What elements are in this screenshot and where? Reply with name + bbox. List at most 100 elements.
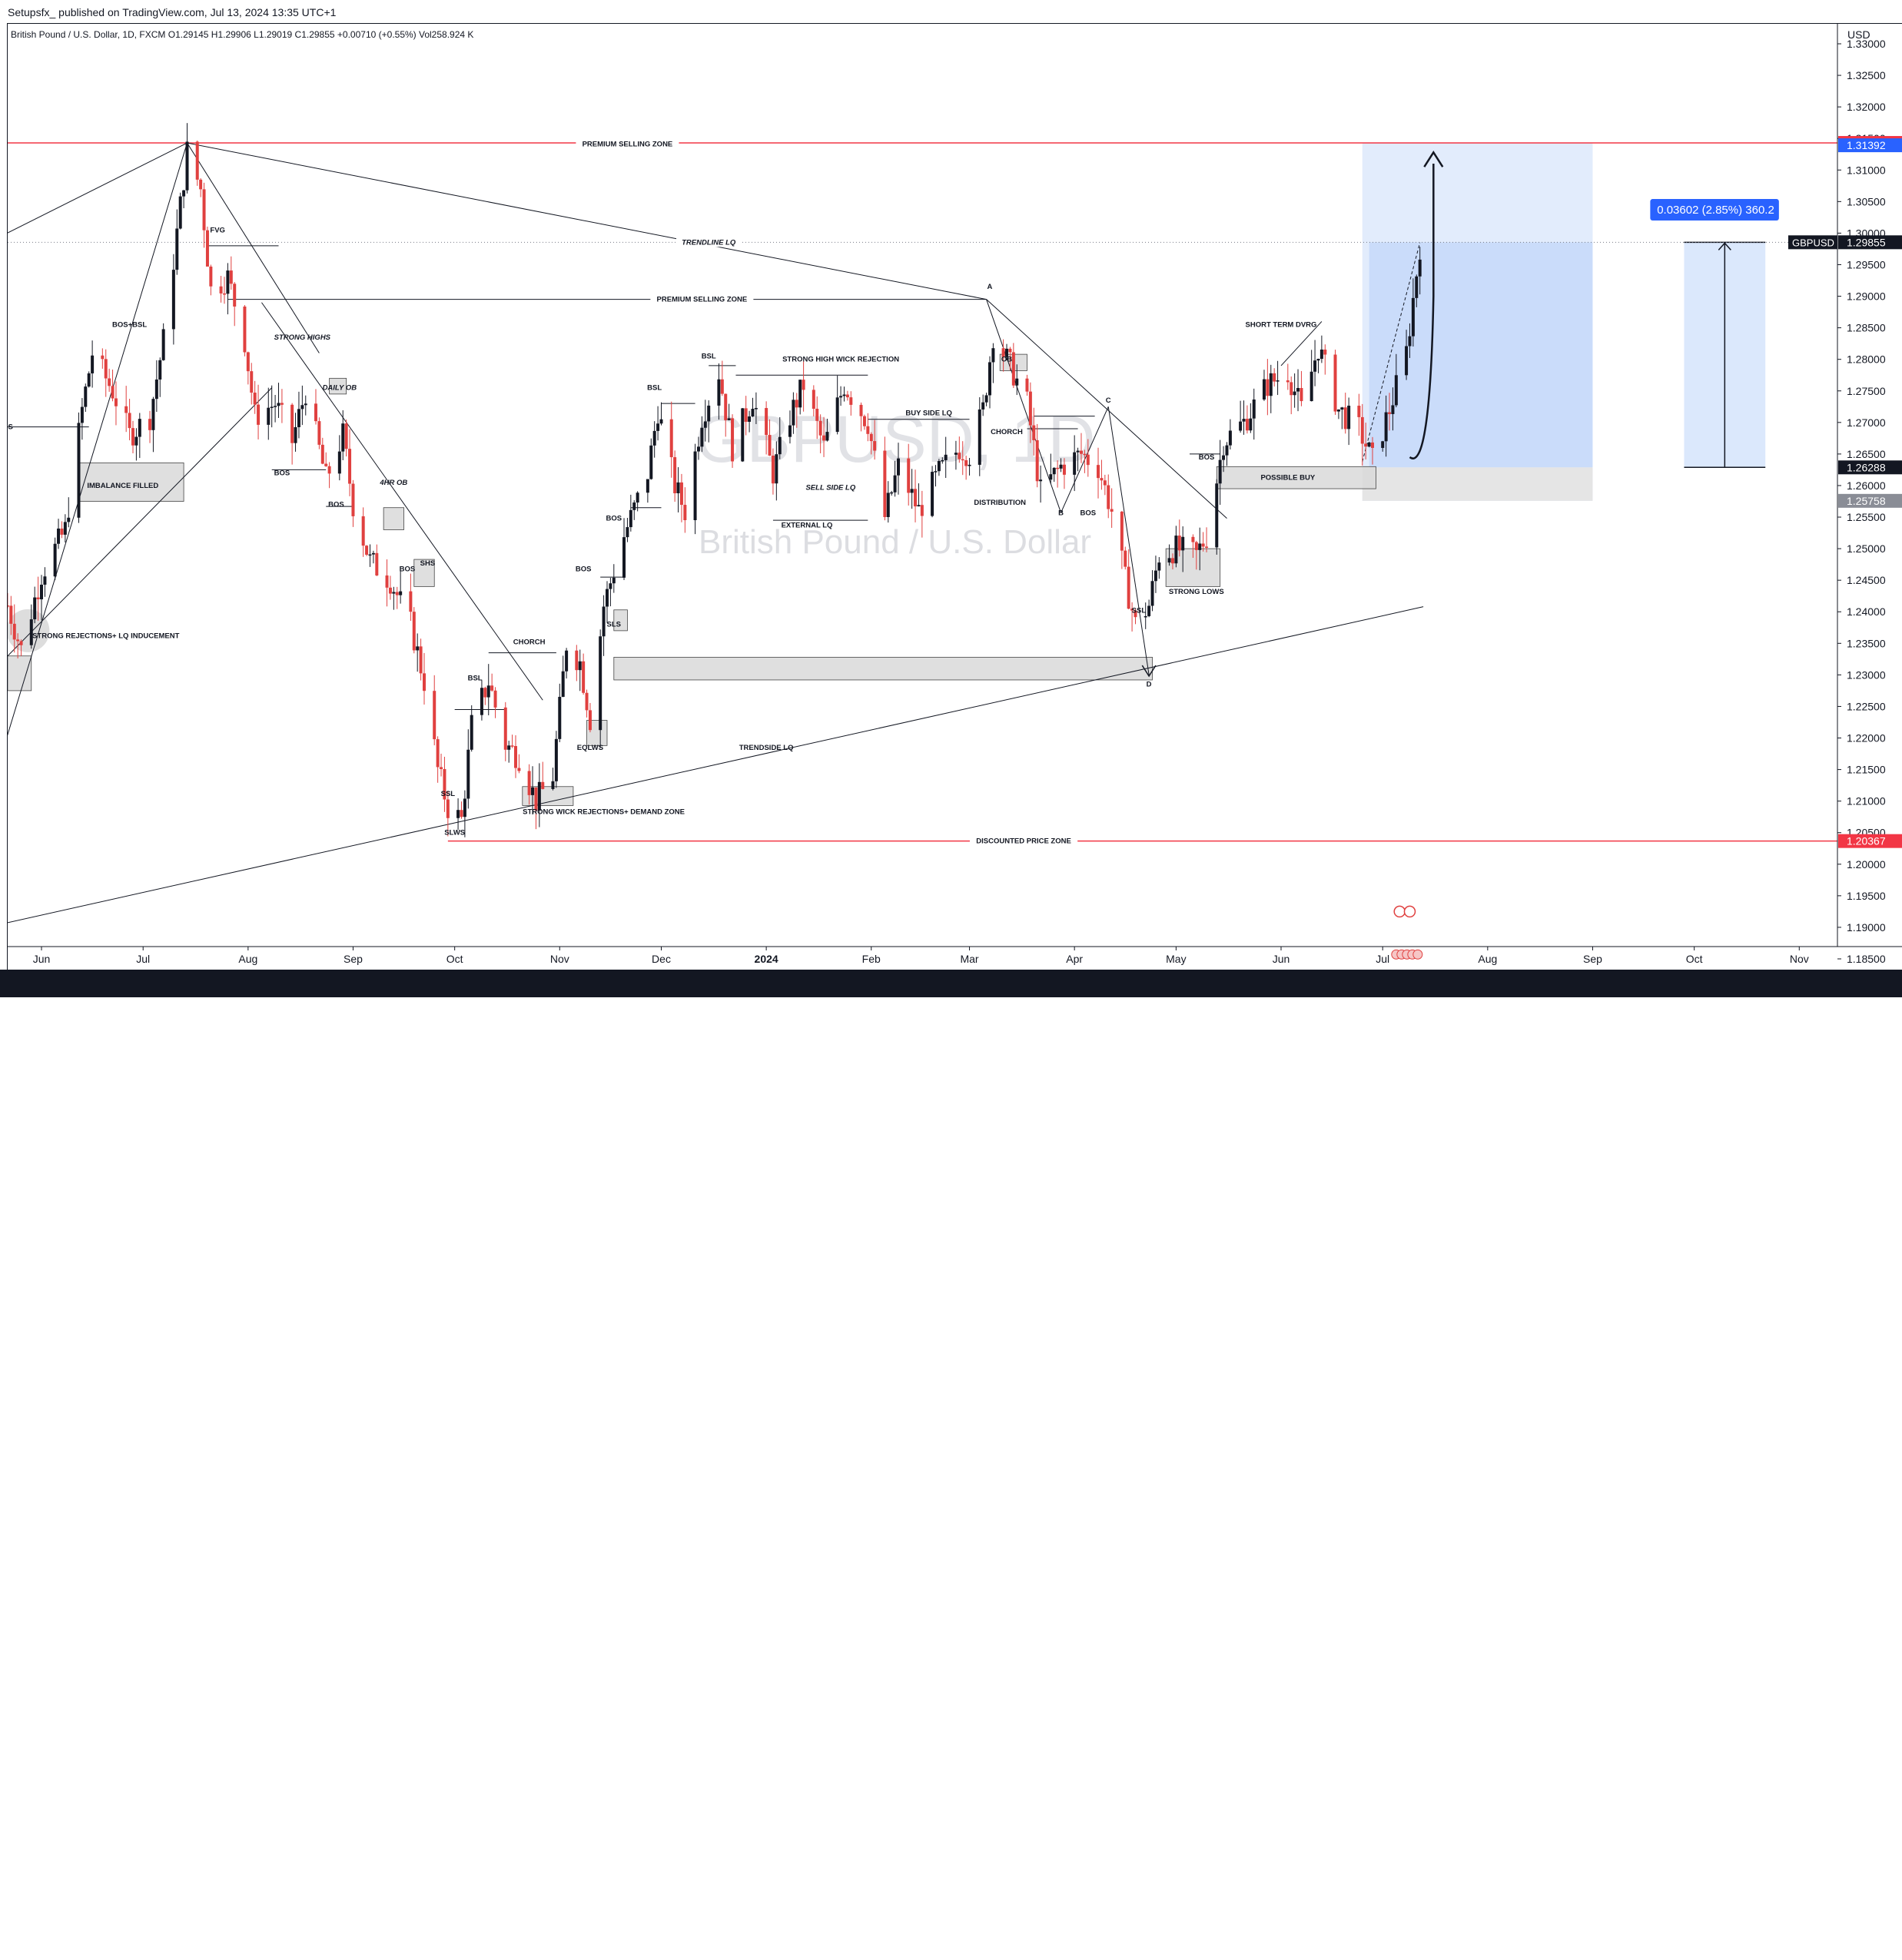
annotation-label: SLWS — [444, 829, 465, 837]
price-badge-text: 1.25758 — [1847, 495, 1886, 507]
candle-body — [43, 576, 47, 585]
price-axis-currency: USD — [1847, 28, 1870, 41]
candle-body — [128, 413, 131, 429]
candle-body — [158, 360, 162, 380]
trend-line — [986, 299, 1062, 513]
candle-body — [636, 492, 639, 503]
candle-body — [327, 466, 331, 474]
price-tick-label: 1.24500 — [1847, 574, 1886, 586]
annotation-zone — [1216, 466, 1376, 489]
candle-body — [1273, 373, 1276, 382]
candle-body — [1316, 358, 1320, 361]
candle-body — [748, 416, 752, 422]
candle-body — [696, 446, 700, 452]
candle-body — [1388, 412, 1392, 414]
candle-body — [33, 597, 37, 620]
candle-body — [1039, 479, 1043, 482]
candle-body — [60, 528, 64, 535]
candle-body — [656, 423, 660, 431]
candle-body — [727, 418, 731, 420]
candle-body — [101, 355, 105, 360]
candle-body — [1218, 459, 1222, 484]
candle-body — [1343, 407, 1347, 429]
annotation-label: DISTRIBUTION — [974, 499, 1026, 507]
candle-body — [399, 591, 403, 595]
candle-body — [510, 745, 514, 747]
candle-body — [77, 423, 81, 518]
candle-body — [486, 685, 490, 698]
candle-body — [53, 543, 57, 577]
candle-body — [267, 407, 271, 425]
candle-body — [178, 196, 182, 229]
candle-body — [108, 378, 111, 386]
candle-body — [744, 408, 748, 422]
candle-body — [1097, 465, 1100, 479]
candle-body — [693, 451, 697, 521]
candle-body — [67, 517, 71, 522]
annotation-label: DAILY OB — [323, 384, 357, 393]
candle-body — [1290, 382, 1293, 396]
price-tick-label: 1.18500 — [1847, 953, 1886, 965]
candle-body — [270, 406, 274, 408]
time-tick-label: Feb — [862, 953, 881, 965]
annotation-label: BSL — [647, 384, 662, 393]
candle-body — [1205, 546, 1209, 548]
candle-body — [652, 430, 656, 446]
candle-body — [984, 395, 988, 403]
candle-body — [1323, 349, 1327, 355]
candle-body — [622, 537, 626, 578]
candle-body — [683, 505, 687, 521]
candle-body — [968, 464, 971, 466]
price-tick-label: 1.32500 — [1847, 69, 1886, 81]
candle-body — [602, 606, 606, 637]
annotation-label: B — [1058, 509, 1064, 517]
candle-body — [914, 489, 918, 507]
candle-body — [416, 646, 420, 651]
candle-body — [1408, 336, 1412, 347]
candle-body — [751, 409, 755, 417]
annotation-zone — [613, 656, 1153, 681]
candle-body — [182, 190, 186, 197]
candle-body — [1005, 348, 1009, 357]
price-tick-label: 1.23000 — [1847, 668, 1886, 681]
candle-body — [818, 420, 822, 436]
candle-body — [1269, 373, 1273, 396]
candle-body — [1001, 348, 1005, 357]
time-tick-label: Jul — [1376, 953, 1389, 965]
candle-body — [29, 619, 33, 645]
candle-body — [917, 505, 921, 507]
candle-body — [246, 352, 250, 372]
candle-body — [626, 527, 629, 538]
candle-body — [659, 419, 663, 424]
candle-body — [229, 270, 233, 284]
tradingview-brand: TradingView — [25, 1945, 95, 1958]
candle-body — [537, 781, 541, 811]
candle-body — [612, 577, 616, 584]
candle-body — [138, 419, 141, 437]
candle-body — [1107, 485, 1110, 509]
annotation-label: TRENDLINE LQ — [682, 238, 736, 247]
annotation-label: STRONG REJECTIONS+ LQ INDUCEMENT — [32, 632, 180, 640]
candle-body — [754, 408, 758, 410]
annotation-label: IMBALANCE FILLED — [87, 482, 158, 490]
candle-body — [1170, 558, 1174, 564]
projection-zone-low — [1362, 467, 1593, 501]
candle-body — [1418, 259, 1422, 277]
candle-body — [812, 390, 815, 409]
time-tick-label: Jul — [136, 953, 150, 965]
candle-body — [12, 623, 16, 640]
candle-body — [1127, 566, 1130, 609]
candle-body — [1293, 391, 1296, 396]
price-badge-text: 1.31392 — [1847, 139, 1886, 151]
chart-area[interactable]: GBPUSD, 1D British Pound / U.S. Dollar 0.0… — [7, 23, 1902, 970]
candle-body — [1191, 536, 1195, 542]
price-tick-label: 1.19500 — [1847, 890, 1886, 902]
candle-body — [842, 394, 846, 396]
candle-body — [257, 404, 261, 425]
candle-body — [1157, 562, 1161, 571]
candle-body — [1086, 454, 1090, 466]
candle-body — [134, 436, 138, 446]
candle-body — [1153, 570, 1157, 582]
tradingview-logo-icon — [9, 1949, 22, 1957]
